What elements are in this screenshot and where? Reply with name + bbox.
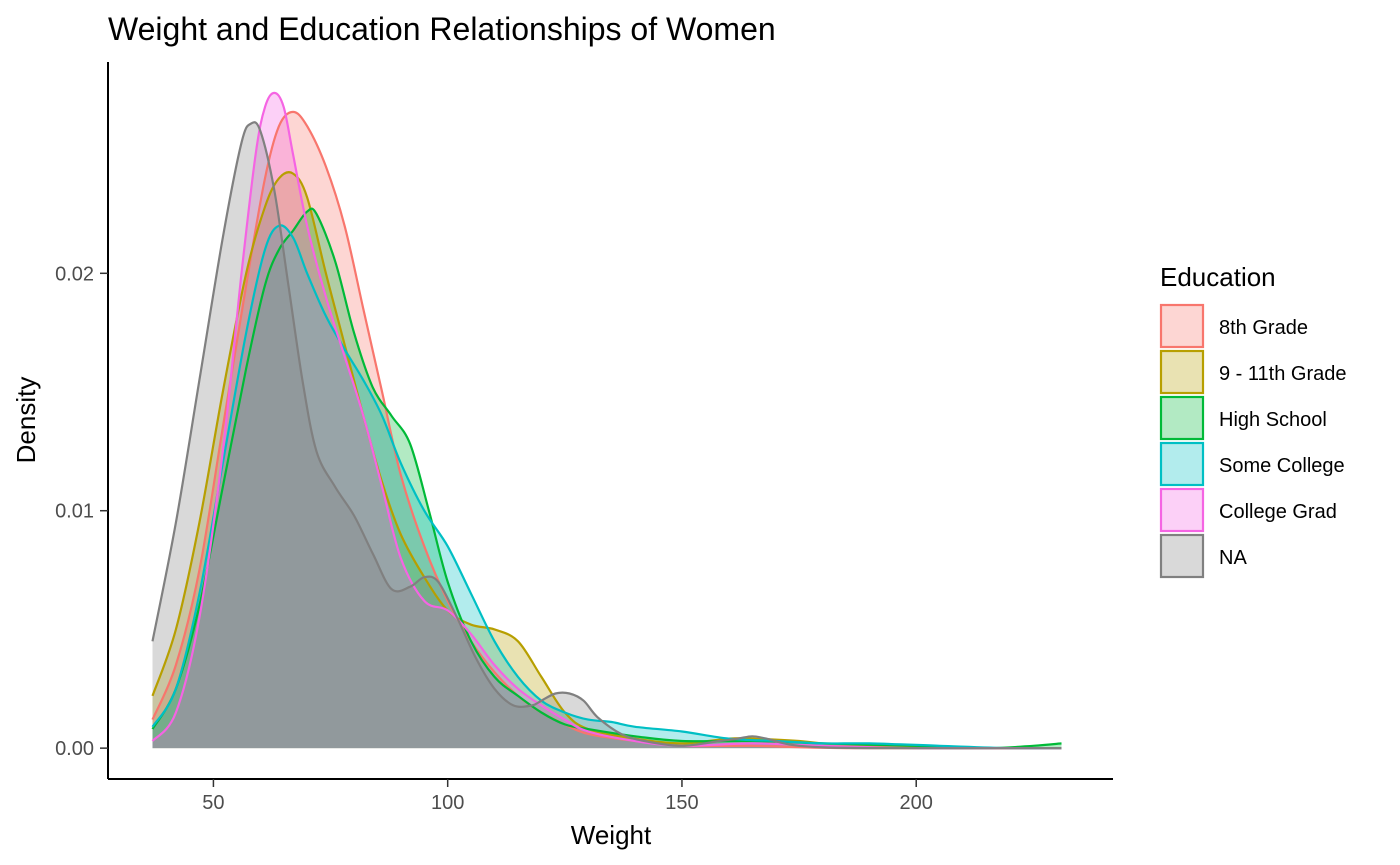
legend-item-some-college: Some College: [1159, 441, 1345, 487]
legend-items: 8th Grade 9 - 11th Grade High School Some C…: [1159, 303, 1346, 579]
axes: 50 100 150 200 0.00 0.01 0.02: [55, 62, 1113, 814]
density-lines: [151, 91, 1062, 750]
density-fill-8th-grade: [152, 111, 1062, 749]
density-fill-some-college: [152, 225, 1062, 749]
plot-area: [151, 91, 1062, 750]
legend-item-8th-grade: 8th Grade: [1159, 303, 1308, 349]
legend-swatch: [1159, 303, 1205, 349]
legend-label: NA: [1219, 547, 1247, 569]
density-line-some-college: [151, 224, 1062, 750]
x-tick-label: 200: [900, 792, 933, 814]
x-tick-label: 50: [202, 792, 224, 814]
x-tick-label: 150: [665, 792, 698, 814]
y-tick-label: 0.00: [55, 738, 94, 760]
y-tick-label: 0.01: [55, 501, 94, 523]
density-fill-college-grad: [152, 92, 1062, 749]
legend-label: High School: [1219, 409, 1327, 431]
chart-title: Weight and Education Relationships of Wo…: [108, 11, 776, 47]
legend-item-college-grad: College Grad: [1159, 487, 1337, 533]
x-axis-title: Weight: [571, 820, 652, 850]
legend: Education 8th Grade 9 - 11th Grade High Sc…: [1159, 262, 1346, 579]
y-tick-label: 0.02: [55, 263, 94, 285]
y-axis-ticks: 0.00 0.01 0.02: [55, 263, 108, 760]
legend-swatch: [1159, 487, 1205, 533]
legend-swatch: [1159, 533, 1205, 579]
legend-label: College Grad: [1219, 501, 1337, 523]
x-axis-ticks: 50 100 150 200: [202, 779, 933, 814]
legend-swatch: [1159, 349, 1205, 395]
density-fill-9-11th-grade: [152, 172, 1062, 749]
legend-item-9-11th-grade: 9 - 11th Grade: [1159, 349, 1346, 395]
y-axis-title: Density: [11, 377, 41, 464]
legend-item-high-school: High School: [1159, 395, 1327, 441]
x-tick-label: 100: [431, 792, 464, 814]
legend-swatch: [1159, 395, 1205, 441]
density-line-na: [151, 121, 1062, 750]
density-line-9-11th-grade: [151, 171, 1062, 750]
legend-label: 8th Grade: [1219, 317, 1308, 339]
legend-item-na: NA: [1159, 533, 1247, 579]
density-fills: [152, 92, 1062, 749]
legend-label: 9 - 11th Grade: [1219, 363, 1346, 385]
density-fill-na: [152, 122, 1062, 749]
legend-title: Education: [1160, 262, 1276, 292]
legend-label: Some College: [1219, 455, 1345, 477]
legend-swatch: [1159, 441, 1205, 487]
density-fill-high-school: [152, 208, 1062, 749]
